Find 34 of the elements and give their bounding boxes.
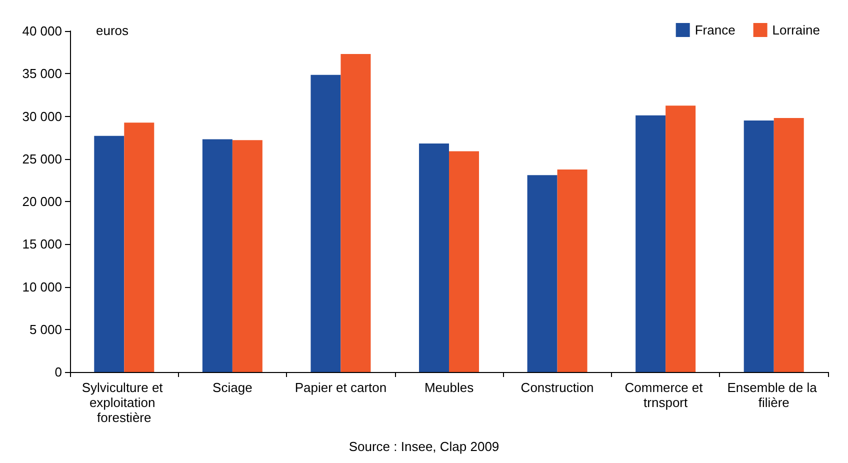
bar bbox=[202, 139, 232, 372]
y-tick-label: 0 bbox=[54, 364, 62, 380]
bar bbox=[666, 106, 696, 372]
legend-label: Lorraine bbox=[772, 22, 820, 38]
source-note: Source : Insee, Clap 2009 bbox=[348, 439, 500, 454]
x-tick-label: Ensemble de la filière bbox=[727, 380, 820, 410]
bar bbox=[124, 122, 154, 372]
bar bbox=[449, 151, 479, 372]
y-tick-label: 25 000 bbox=[22, 151, 62, 166]
y-tick-label: 20 000 bbox=[22, 194, 62, 209]
bar bbox=[636, 115, 666, 372]
bar bbox=[744, 120, 774, 372]
x-tick-label: Commerce et trnsport bbox=[624, 380, 706, 410]
bar bbox=[232, 140, 262, 372]
bar bbox=[774, 118, 804, 372]
bar bbox=[340, 54, 371, 372]
y-tick-label: 30 000 bbox=[22, 108, 62, 124]
y-tick-label: 10 000 bbox=[22, 279, 62, 294]
bar bbox=[310, 74, 341, 372]
x-tick-label: Meubles bbox=[424, 380, 474, 395]
bar bbox=[419, 144, 449, 372]
x-tick-label: Papier et carton bbox=[294, 380, 387, 395]
y-tick-label: 5 000 bbox=[29, 322, 62, 337]
y-tick-label: 35 000 bbox=[22, 66, 62, 82]
bar bbox=[557, 170, 588, 372]
bar bbox=[94, 136, 124, 372]
y-axis-title: euros bbox=[96, 23, 130, 38]
x-tick-label: Sciage bbox=[212, 380, 252, 395]
bar bbox=[527, 175, 558, 372]
legend-label: France bbox=[694, 22, 736, 38]
x-tick-label: Sylviculture et exploitation forestière bbox=[82, 380, 166, 425]
y-tick-label: 15 000 bbox=[22, 236, 62, 252]
y-tick-label: 40 000 bbox=[22, 24, 62, 38]
x-tick-label: Construction bbox=[520, 380, 594, 395]
